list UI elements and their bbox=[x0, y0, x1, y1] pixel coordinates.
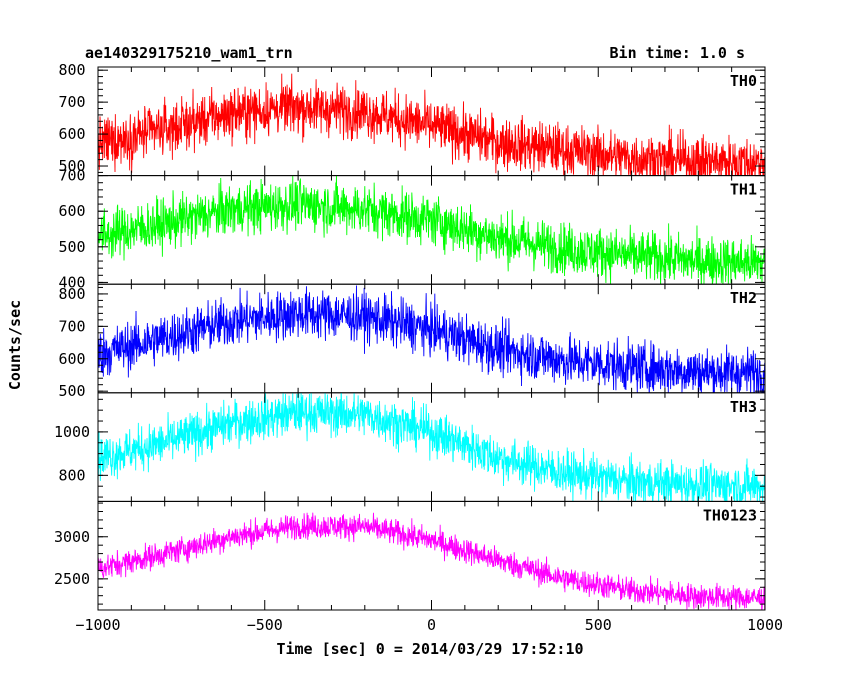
series-line-th0123 bbox=[98, 512, 765, 610]
panel-name-label: TH2 bbox=[730, 289, 757, 307]
y-axis-label: Counts/sec bbox=[6, 300, 24, 390]
chart-title: ae140329175210_wam1_trn bbox=[85, 44, 293, 62]
y-tick-label: 1000 bbox=[54, 423, 90, 441]
y-tick-label: 3000 bbox=[54, 528, 90, 546]
series-line-th1 bbox=[98, 175, 765, 285]
y-tick-label: 400 bbox=[58, 273, 85, 291]
panel-th2: 500 600 700 800 TH2 bbox=[58, 283, 766, 400]
y-tick-label: 2500 bbox=[54, 570, 90, 588]
y-tick-label: 700 bbox=[58, 93, 85, 111]
panel-th1: 400 500 600 700 TH1 bbox=[58, 167, 766, 291]
x-tick-label: −1000 bbox=[75, 616, 120, 634]
y-tick-label: 700 bbox=[58, 167, 85, 185]
y-tick-label: 500 bbox=[58, 238, 85, 256]
x-axis: −1000 −500 0 500 1000 bbox=[75, 616, 783, 634]
x-tick-label: 0 bbox=[427, 616, 436, 634]
y-tick-label: 500 bbox=[58, 157, 85, 175]
panel-name-label: TH1 bbox=[730, 181, 757, 199]
panel-th3: 800 1000 TH3 bbox=[54, 392, 766, 502]
panel-name-label: TH0123 bbox=[703, 506, 757, 524]
y-tick-label: 600 bbox=[58, 125, 85, 143]
y-tick-label: 600 bbox=[58, 350, 85, 368]
panel-name-label: TH3 bbox=[730, 398, 757, 416]
panel-frame bbox=[97, 500, 766, 611]
x-tick-label: 500 bbox=[585, 616, 612, 634]
x-tick-label: −500 bbox=[247, 616, 283, 634]
panel-th0123: 2500 3000 TH0123 bbox=[54, 500, 766, 611]
x-axis-label: Time [sec] 0 = 2014/03/29 17:52:10 bbox=[276, 640, 583, 658]
series-line-th2 bbox=[98, 285, 765, 393]
y-tick-label: 700 bbox=[58, 317, 85, 335]
y-tick-label: 800 bbox=[58, 61, 85, 79]
y-tick-label: 500 bbox=[58, 382, 85, 400]
panels-group: 500 600 700 800 TH0 400 500 600 700 TH1 500 600 700 8… bbox=[54, 61, 766, 611]
x-tick-label: 1000 bbox=[747, 616, 783, 634]
y-tick-label: 600 bbox=[58, 202, 85, 220]
panel-th0: 500 600 700 800 TH0 bbox=[58, 61, 766, 177]
series-line-th3 bbox=[98, 392, 765, 502]
bin-time-label: Bin time: 1.0 s bbox=[610, 44, 745, 62]
y-tick-label: 800 bbox=[58, 466, 85, 484]
series-line-th0 bbox=[98, 73, 765, 176]
y-tick-label: 800 bbox=[58, 285, 85, 303]
panel-name-label: TH0 bbox=[730, 72, 757, 90]
